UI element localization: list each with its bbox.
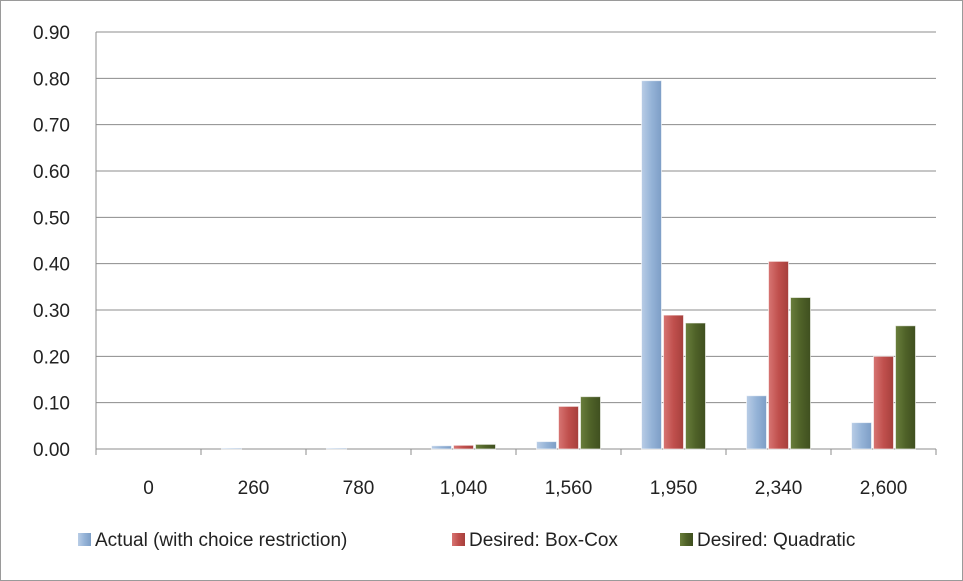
y-tick-label: 0.70 bbox=[33, 116, 70, 137]
bar-desired-1560 bbox=[558, 405, 579, 450]
legend-swatch bbox=[78, 533, 91, 546]
y-tick-label: 0.90 bbox=[33, 23, 70, 44]
bar-actual-2600 bbox=[851, 422, 872, 450]
y-axis-tick-labels: 0.00 0.10 0.20 0.30 0.40 0.50 0.60 0.70 0.80 0.90 bbox=[33, 23, 70, 461]
x-axis-tick-labels: 0 260 780 1,040 1,560 1,950 2,340 2,600 bbox=[143, 478, 907, 499]
legend-label: Desired: Box-Cox bbox=[469, 530, 618, 551]
bar-desired-1950 bbox=[685, 322, 706, 450]
legend-swatch bbox=[680, 533, 693, 546]
bar-actual-1560 bbox=[536, 441, 557, 450]
y-tick-label: 0.50 bbox=[33, 208, 70, 229]
bar-actual-2340 bbox=[746, 395, 767, 450]
y-tick-label: 0.00 bbox=[33, 440, 70, 461]
bar-desired-2340 bbox=[768, 260, 789, 450]
x-tick-label: 1,560 bbox=[545, 478, 593, 499]
y-tick-label: 0.80 bbox=[33, 69, 70, 90]
bar-desired-1040 bbox=[453, 444, 474, 450]
y-tick-label: 0.20 bbox=[33, 347, 70, 368]
x-tick-label: 780 bbox=[343, 478, 375, 499]
bar-desired-2600 bbox=[895, 325, 916, 450]
bar-actual-1950 bbox=[641, 80, 662, 450]
x-tick-label: 2,600 bbox=[860, 478, 908, 499]
bar-desired-2340 bbox=[790, 296, 811, 450]
bar-actual-260 bbox=[221, 447, 242, 450]
bar-desired-2600 bbox=[873, 355, 894, 450]
legend-label: Desired: Quadratic bbox=[697, 530, 855, 551]
y-tick-label: 0.30 bbox=[33, 301, 70, 322]
bar-actual-1040 bbox=[431, 445, 452, 450]
y-tick-label: 0.60 bbox=[33, 162, 70, 183]
x-tick-label: 0 bbox=[143, 478, 154, 499]
legend: Actual (with choice restriction) Desired:… bbox=[78, 530, 855, 551]
x-tick-label: 260 bbox=[238, 478, 270, 499]
legend-swatch bbox=[452, 533, 465, 546]
bar-desired-1950 bbox=[663, 314, 684, 450]
y-tick-label: 0.10 bbox=[33, 394, 70, 415]
y-tick-label: 0.40 bbox=[33, 255, 70, 276]
x-tick-label: 1,950 bbox=[650, 478, 698, 499]
legend-label: Actual (with choice restriction) bbox=[95, 530, 347, 551]
x-tick-label: 1,040 bbox=[440, 478, 488, 499]
bars bbox=[221, 80, 916, 450]
x-tick-label: 2,340 bbox=[755, 478, 803, 499]
bar-desired-1040 bbox=[475, 443, 496, 450]
bar-actual-780 bbox=[326, 447, 347, 450]
bar-desired-1560 bbox=[580, 396, 601, 450]
